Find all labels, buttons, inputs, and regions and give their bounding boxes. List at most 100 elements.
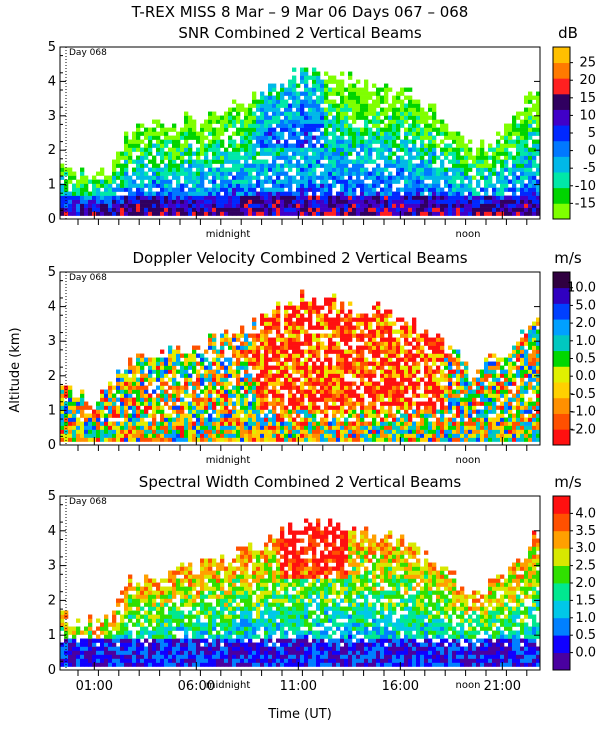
heatmap-cell bbox=[124, 159, 129, 164]
heatmap-cell bbox=[304, 175, 309, 180]
heatmap-cell bbox=[312, 123, 317, 128]
heatmap-cell bbox=[392, 135, 397, 140]
heatmap-cell bbox=[400, 325, 405, 330]
heatmap-cell bbox=[328, 381, 333, 386]
heatmap-cell bbox=[516, 159, 521, 164]
heatmap-cell bbox=[160, 433, 165, 438]
heatmap-cell bbox=[400, 425, 405, 430]
heatmap-cell bbox=[180, 187, 185, 192]
heatmap-cell bbox=[296, 111, 301, 116]
heatmap-cell bbox=[456, 385, 461, 390]
heatmap-cell bbox=[164, 393, 169, 398]
heatmap-cell bbox=[100, 433, 105, 438]
heatmap-cell bbox=[436, 377, 441, 382]
heatmap-cell bbox=[204, 163, 209, 168]
heatmap-cell bbox=[300, 163, 305, 168]
heatmap-cell bbox=[380, 191, 385, 196]
heatmap-cell bbox=[316, 333, 321, 338]
heatmap-cell bbox=[428, 405, 433, 410]
heatmap-cell bbox=[344, 417, 349, 422]
heatmap-cell bbox=[168, 397, 173, 402]
heatmap-cell bbox=[320, 317, 325, 322]
heatmap-cell bbox=[400, 365, 405, 370]
heatmap-cell bbox=[396, 107, 401, 112]
heatmap-cell bbox=[316, 373, 321, 378]
heatmap-cell bbox=[288, 159, 293, 164]
heatmap-cell bbox=[92, 425, 97, 430]
heatmap-cell bbox=[156, 171, 161, 176]
heatmap-cell bbox=[312, 405, 317, 410]
heatmap-cell bbox=[212, 381, 217, 386]
heatmap-cell bbox=[368, 385, 373, 390]
heatmap-cell bbox=[460, 389, 465, 394]
heatmap-cell bbox=[168, 179, 173, 184]
heatmap-cell bbox=[328, 143, 333, 148]
heatmap-cell bbox=[332, 437, 337, 442]
heatmap-cell bbox=[336, 365, 341, 370]
heatmap-cell bbox=[384, 349, 389, 354]
heatmap-cell bbox=[400, 389, 405, 394]
heatmap-cell bbox=[488, 155, 493, 160]
heatmap-cell bbox=[296, 115, 301, 120]
heatmap-cell bbox=[412, 111, 417, 116]
heatmap-cell bbox=[424, 401, 429, 406]
heatmap-cell bbox=[364, 357, 369, 362]
heatmap-cell bbox=[256, 409, 261, 414]
heatmap-cell bbox=[240, 333, 245, 338]
heatmap-cell bbox=[224, 203, 229, 208]
heatmap-cell bbox=[252, 115, 257, 120]
heatmap-cell bbox=[124, 381, 129, 386]
heatmap-cell bbox=[404, 183, 409, 188]
heatmap-cell bbox=[332, 317, 337, 322]
heatmap-cell bbox=[432, 361, 437, 366]
heatmap-cell bbox=[528, 119, 533, 124]
heatmap-cell bbox=[476, 155, 481, 160]
heatmap-cell bbox=[300, 393, 305, 398]
heatmap-cell bbox=[352, 135, 357, 140]
heatmap-cell bbox=[188, 365, 193, 370]
heatmap-cell bbox=[160, 179, 165, 184]
heatmap-cell bbox=[124, 163, 129, 168]
heatmap-cell bbox=[412, 373, 417, 378]
heatmap-cell bbox=[276, 381, 281, 386]
heatmap-cell bbox=[204, 397, 209, 402]
heatmap-cell bbox=[356, 175, 361, 180]
heatmap-cell bbox=[244, 171, 249, 176]
heatmap-cell bbox=[324, 413, 329, 418]
heatmap-cell bbox=[384, 325, 389, 330]
heatmap-cell bbox=[420, 345, 425, 350]
heatmap-cell bbox=[340, 115, 345, 120]
heatmap-cell bbox=[240, 147, 245, 152]
heatmap-cell bbox=[348, 409, 353, 414]
heatmap-cell bbox=[208, 381, 213, 386]
heatmap-cell bbox=[192, 123, 197, 128]
heatmap-cell bbox=[460, 401, 465, 406]
heatmap-cell bbox=[336, 321, 341, 326]
heatmap-cell bbox=[276, 413, 281, 418]
heatmap-cell bbox=[84, 203, 89, 208]
heatmap-cell bbox=[184, 393, 189, 398]
heatmap-cell bbox=[452, 369, 457, 374]
heatmap-cell bbox=[284, 143, 289, 148]
heatmap-cell bbox=[332, 409, 337, 414]
heatmap-cell bbox=[380, 131, 385, 136]
heatmap-cell bbox=[432, 187, 437, 192]
heatmap-cell bbox=[452, 183, 457, 188]
heatmap-cell bbox=[164, 373, 169, 378]
heatmap-cell bbox=[408, 159, 413, 164]
heatmap-cell bbox=[376, 385, 381, 390]
heatmap-cell bbox=[404, 115, 409, 120]
heatmap-cell bbox=[508, 151, 513, 156]
heatmap-cell bbox=[144, 199, 149, 204]
heatmap-cell bbox=[276, 325, 281, 330]
heatmap-cell bbox=[312, 349, 317, 354]
heatmap-cell bbox=[140, 437, 145, 442]
heatmap-cell bbox=[264, 373, 269, 378]
heatmap-cell bbox=[368, 325, 373, 330]
heatmap-cell bbox=[396, 429, 401, 434]
heatmap-cell bbox=[480, 163, 485, 168]
heatmap-cell bbox=[316, 381, 321, 386]
heatmap-cell bbox=[228, 195, 233, 200]
heatmap-cell bbox=[464, 409, 469, 414]
heatmap-cell bbox=[312, 195, 317, 200]
